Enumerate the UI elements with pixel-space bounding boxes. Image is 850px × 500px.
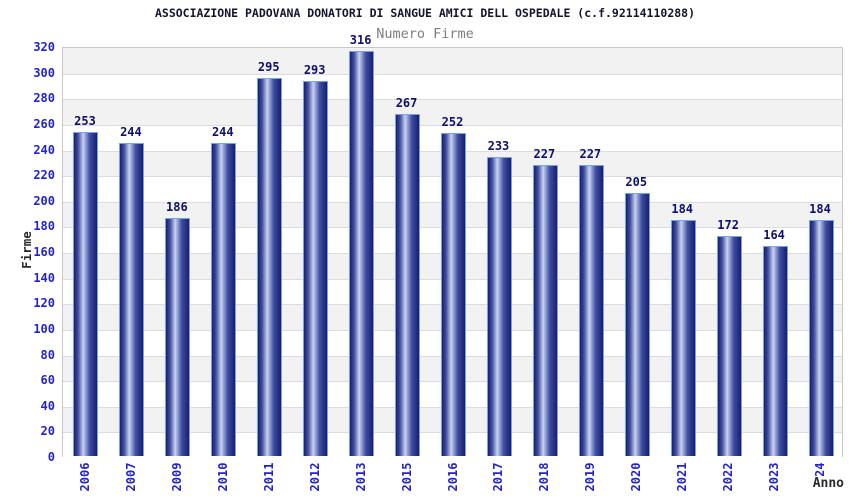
y-tick-label: 280: [33, 91, 55, 106]
bar-value-label: 244: [211, 125, 234, 140]
gridline: [63, 73, 842, 75]
y-tick-label: 320: [33, 40, 55, 54]
y-tick-label: 260: [33, 116, 55, 131]
x-tick-label: 2006: [77, 462, 92, 492]
y-tick-label: 180: [33, 219, 55, 234]
bar-value-label: 186: [166, 199, 188, 214]
bar: [670, 220, 696, 456]
x-tick-label: 2007: [123, 462, 138, 492]
grid-band: [63, 48, 842, 74]
bar: [624, 193, 650, 456]
grid-band: [63, 73, 842, 100]
bar: [303, 80, 329, 456]
x-tick-label: 2011: [261, 462, 276, 492]
bar: [716, 235, 742, 456]
plot-area: [62, 47, 843, 458]
y-tick-label: 60: [40, 373, 55, 388]
y-tick-label: 240: [33, 142, 55, 157]
x-tick-label: 2013: [353, 462, 368, 492]
bar: [395, 113, 421, 456]
x-tick-label: 2020: [629, 462, 644, 492]
x-tick-label: 2015: [399, 462, 414, 492]
y-tick-label: 100: [33, 321, 55, 336]
gridline: [63, 124, 842, 126]
bar-value-label: 253: [74, 113, 96, 128]
y-tick-label: 160: [33, 245, 55, 259]
chart-title: ASSOCIAZIONE PADOVANA DONATORI DI SANGUE…: [154, 6, 696, 20]
bar-value-label: 267: [395, 95, 418, 110]
x-tick-label: 2018: [537, 462, 552, 492]
bar-value-label: 233: [487, 139, 510, 154]
bar-value-label: 184: [671, 202, 694, 217]
chart-subtitle: Numero Firme: [376, 26, 474, 42]
x-tick-label: 2017: [491, 462, 506, 492]
x-tick-label: 2022: [721, 462, 736, 492]
y-tick-label: 300: [33, 65, 55, 80]
y-tick-label: 80: [40, 347, 55, 362]
bar-value-label: 227: [579, 147, 602, 162]
bar-value-label: 205: [625, 175, 648, 190]
bar: [578, 165, 604, 456]
gridline: [63, 99, 842, 101]
bar-value-label: 316: [349, 33, 372, 48]
grid-band: [63, 99, 842, 125]
bar: [73, 131, 99, 456]
bar-value-label: 244: [120, 125, 142, 140]
x-tick-label: 2009: [169, 462, 184, 492]
bar: [119, 143, 145, 456]
bar: [486, 157, 512, 456]
bar-value-label: 227: [533, 147, 556, 162]
x-tick-label: 2021: [675, 462, 690, 492]
bar-value-label: 293: [303, 62, 326, 77]
bar: [211, 143, 237, 456]
bar: [441, 133, 466, 456]
y-tick-label: 140: [33, 270, 55, 285]
bar: [165, 217, 191, 456]
y-tick-label: 0: [47, 450, 55, 464]
bar-value-label: 164: [763, 227, 785, 242]
y-tick-label: 40: [40, 398, 55, 413]
x-tick-label: 2016: [445, 462, 460, 492]
bar: [762, 245, 788, 456]
x-tick-label: 2023: [767, 462, 782, 492]
x-tick-label: 2010: [215, 462, 230, 492]
bar-value-label: 184: [809, 202, 831, 217]
y-tick-label: 120: [33, 296, 55, 311]
bar: [532, 165, 558, 456]
bar-value-label: 252: [441, 115, 464, 130]
y-tick-label: 200: [33, 193, 55, 208]
bar-value-label: 295: [257, 60, 280, 75]
y-tick-label: 20: [40, 424, 55, 439]
x-tick-label: 2012: [307, 462, 322, 492]
x-axis-title: Anno: [810, 476, 844, 491]
bar: [808, 220, 834, 456]
y-tick-label: 220: [33, 168, 55, 183]
x-tick-label: 2019: [583, 462, 598, 492]
bar: [349, 51, 375, 456]
bar: [257, 78, 283, 456]
bar-value-label: 172: [717, 217, 739, 232]
